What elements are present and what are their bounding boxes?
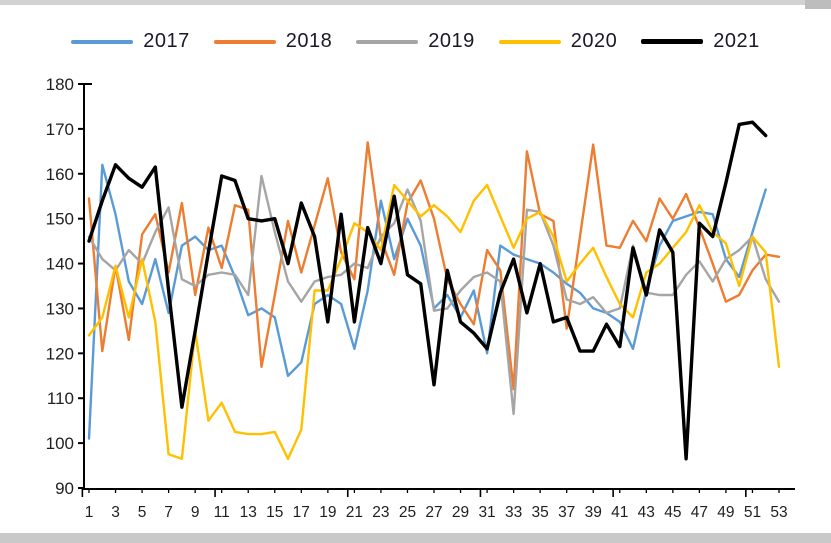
x-axis-tick-label: 17: [293, 504, 310, 521]
x-axis-tick-label: 1: [85, 504, 94, 521]
x-axis-tick-label: 15: [266, 504, 283, 521]
legend-swatch-2018: [213, 39, 276, 44]
x-axis-tick-label: 31: [478, 504, 495, 521]
legend-swatch-2021: [641, 39, 704, 44]
y-axis-tick-label: 90: [55, 479, 74, 498]
legend-label: 2017: [143, 30, 190, 52]
x-axis-tick-label: 29: [452, 504, 469, 521]
x-axis-tick-label: 3: [111, 504, 120, 521]
y-axis-tick-label: 160: [46, 165, 74, 184]
series-line-2021: [87, 120, 768, 461]
x-axis-tick-label: 27: [425, 504, 442, 521]
x-axis-tick-label: 51: [744, 504, 761, 521]
bottom-window-strip: [0, 533, 831, 543]
legend-swatch-2017: [71, 39, 134, 44]
top-window-strip: [0, 0, 831, 5]
x-axis-tick-label: 9: [191, 504, 200, 521]
legend-item-2021: 2021: [641, 30, 760, 53]
y-axis-tick-label: 170: [46, 120, 74, 139]
top-right-window-knob: [805, 0, 831, 9]
y-axis-tick-label: 180: [46, 75, 74, 94]
x-axis-tick-label: 47: [691, 504, 708, 521]
x-axis-tick-label: 35: [532, 504, 549, 521]
x-axis-tick-label: 11: [214, 504, 230, 521]
x-axis-tick-label: 37: [558, 504, 575, 521]
y-axis-tick-label: 110: [47, 389, 74, 408]
x-axis-tick-label: 45: [664, 504, 681, 521]
series-line-2020: [87, 183, 781, 460]
x-axis-tick-label: 5: [138, 504, 147, 521]
legend-label: 2021: [713, 30, 760, 52]
legend-label: 2020: [570, 30, 618, 52]
chart-legend: 2017 2018 2019 2020 2021: [0, 30, 831, 53]
x-axis-tick-label: 25: [399, 504, 416, 521]
x-axis-tick-label: 7: [164, 504, 173, 521]
legend-swatch-2020: [498, 39, 561, 44]
x-axis-tick-label: 49: [717, 504, 734, 521]
legend-swatch-2019: [356, 39, 419, 44]
legend-item-2020: 2020: [498, 30, 618, 53]
legend-item-2018: 2018: [213, 30, 333, 53]
y-axis-tick-label: 120: [46, 344, 74, 363]
x-axis-tick-label: 39: [585, 504, 602, 521]
x-axis-tick-label: 23: [372, 504, 389, 521]
x-axis-tick-label: 43: [638, 504, 655, 521]
x-axis-tick-label: 21: [346, 504, 363, 521]
legend-item-2019: 2019: [356, 30, 475, 53]
x-axis-tick-label: 33: [505, 504, 522, 521]
y-axis-tick-label: 150: [46, 210, 74, 229]
y-axis-tick-label: 130: [46, 299, 74, 318]
legend-item-2017: 2017: [71, 30, 190, 53]
legend-label: 2019: [428, 30, 475, 52]
y-axis-tick-label: 140: [46, 255, 74, 274]
x-axis-tick-label: 13: [240, 504, 257, 521]
x-axis-tick-label: 41: [611, 504, 628, 521]
x-axis-tick-label: 53: [770, 504, 787, 521]
legend-label: 2018: [285, 30, 333, 52]
x-axis-tick-label: 19: [319, 504, 336, 521]
y-axis-tick-label: 100: [46, 434, 74, 453]
series-line-2018: [87, 141, 781, 391]
